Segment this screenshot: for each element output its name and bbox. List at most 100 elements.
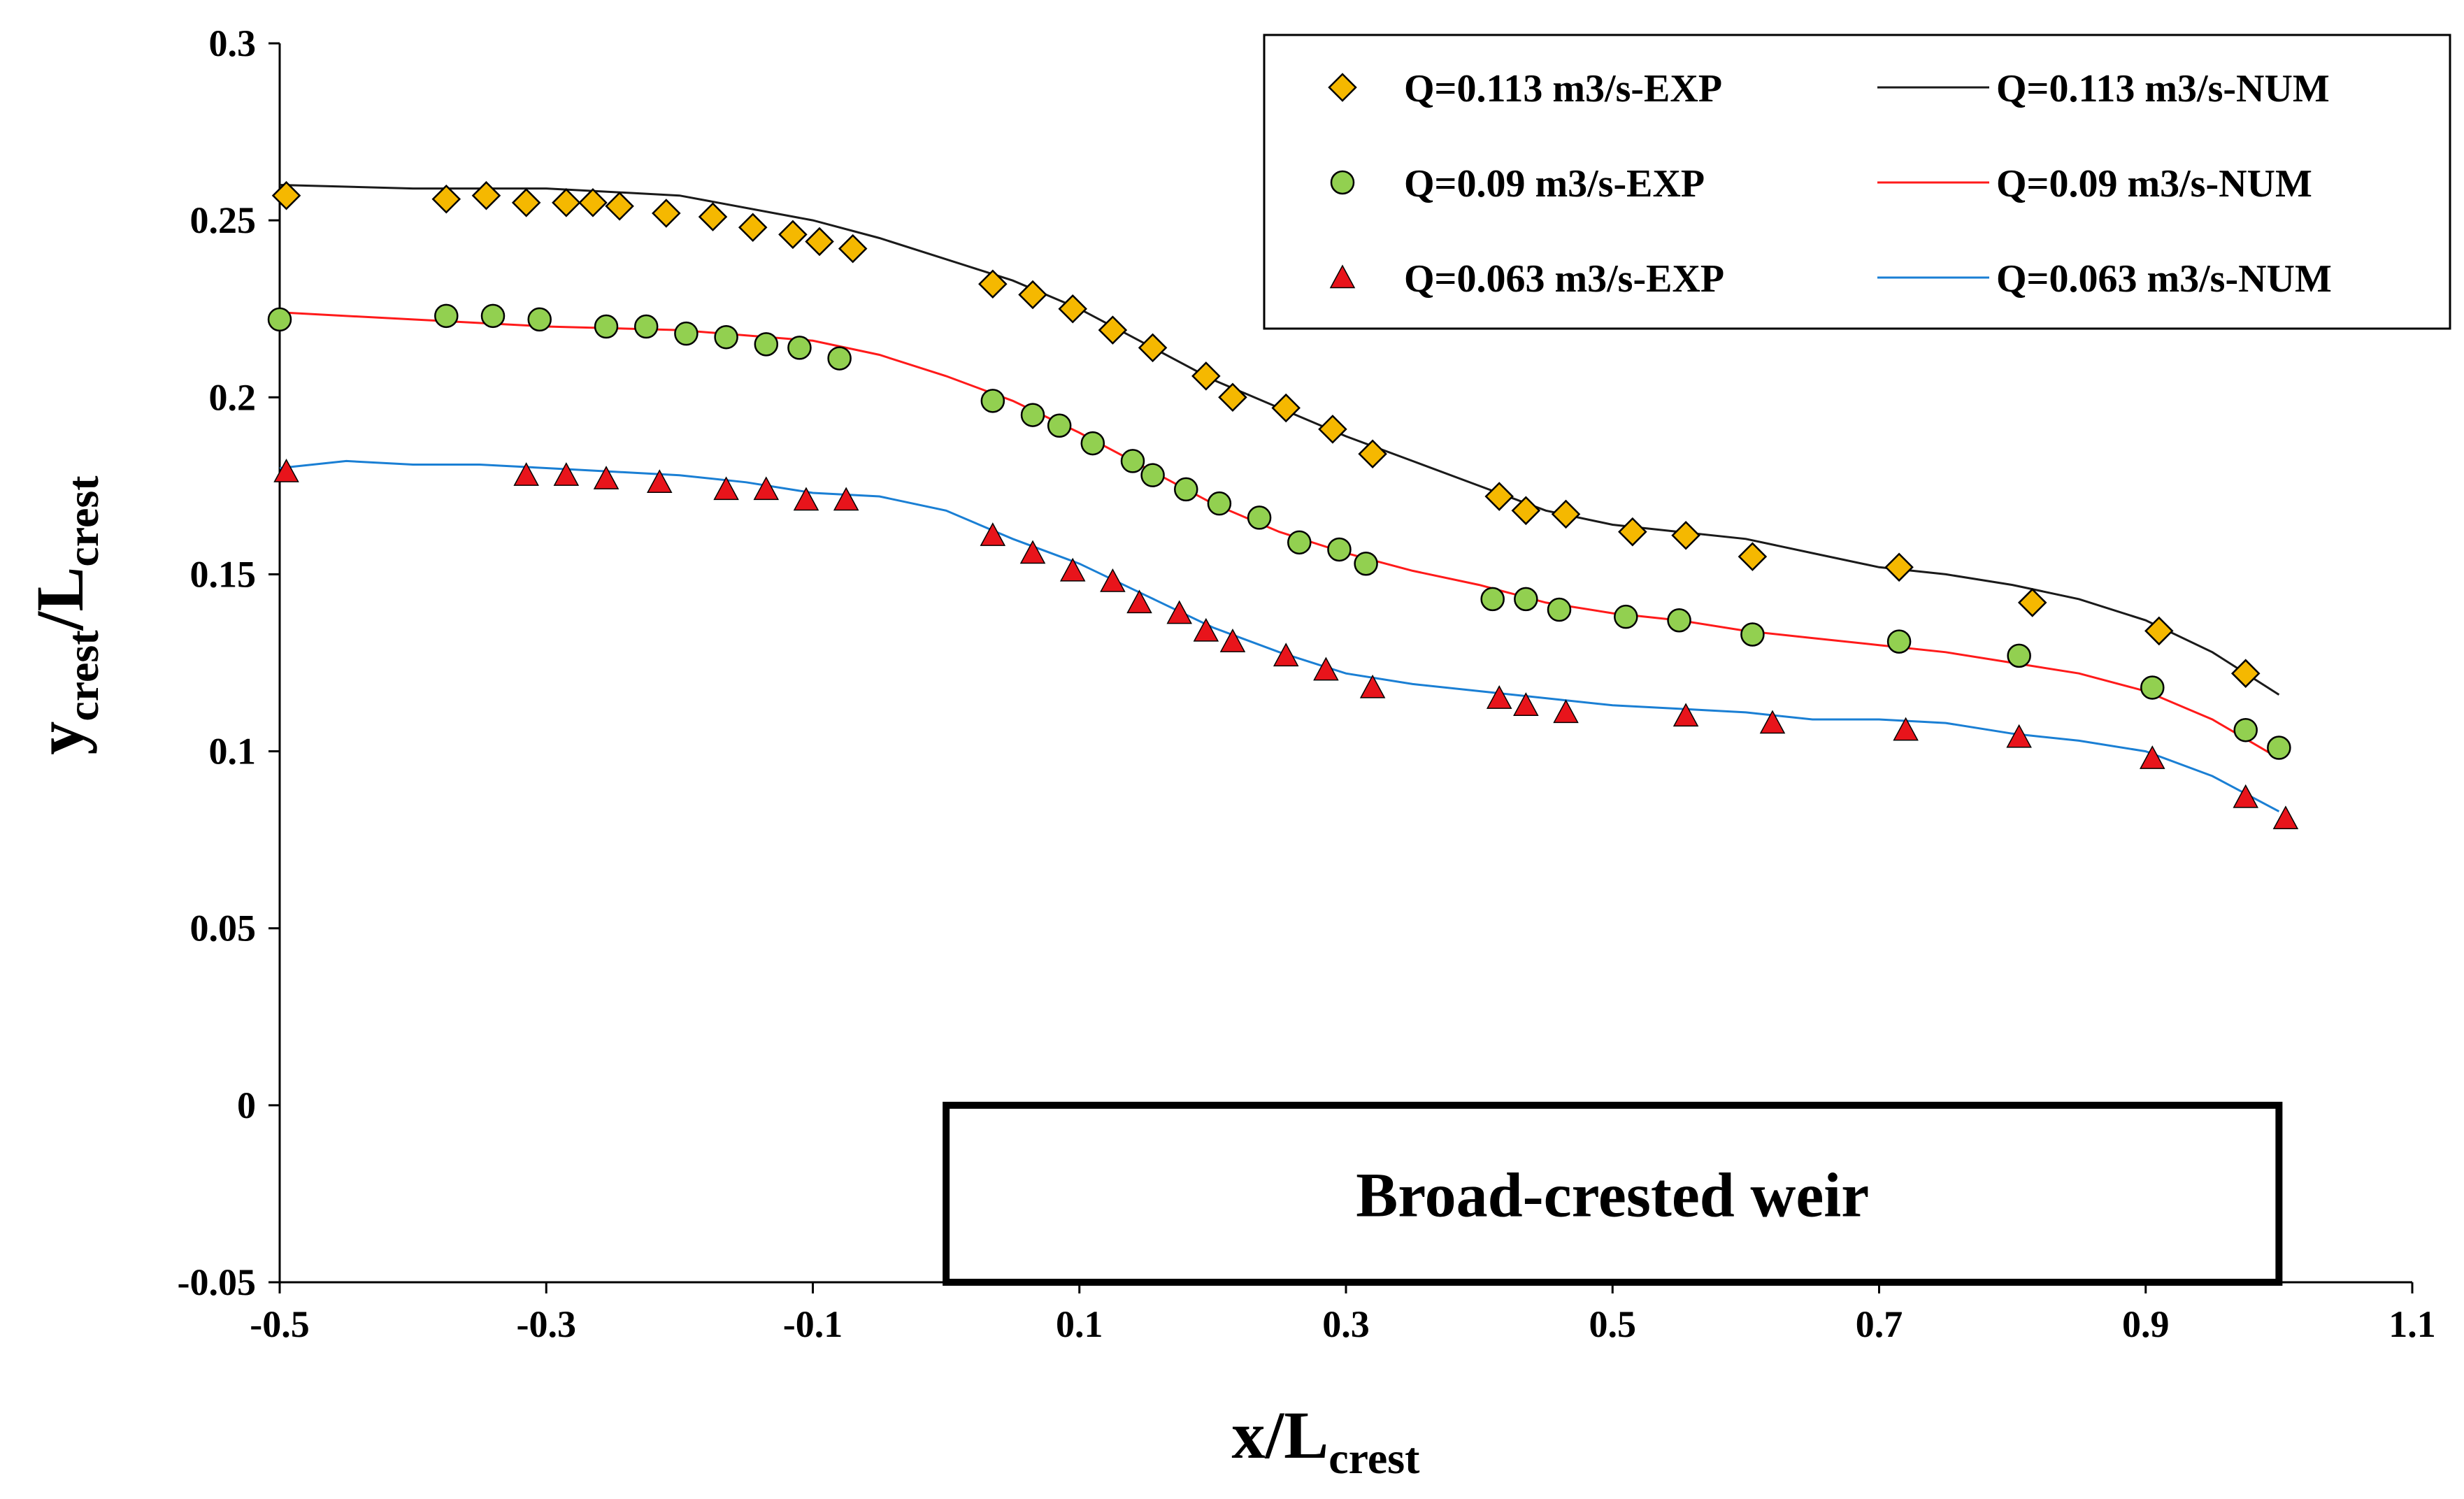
data-point — [1740, 622, 1765, 647]
y-axis-title: ycrest/Lcrest — [22, 475, 108, 755]
data-point — [793, 487, 819, 511]
data-point — [593, 466, 619, 489]
data-point — [633, 314, 659, 339]
data-point — [1080, 431, 1105, 456]
data-point — [1059, 557, 1086, 582]
data-point — [1511, 496, 1541, 526]
legend-marker — [1330, 170, 1355, 195]
data-point — [1614, 604, 1638, 629]
data-point — [2140, 745, 2165, 769]
data-point — [1174, 477, 1198, 502]
data-point — [1219, 629, 1246, 652]
x-tick-label: -0.3 — [517, 1303, 576, 1345]
x-tick-label: -0.1 — [783, 1303, 843, 1345]
x-tick-label: 0.9 — [2122, 1303, 2170, 1345]
data-point — [1120, 449, 1145, 473]
y-axis-title-mid: /L — [22, 567, 97, 631]
y-axis-title-sub2: crest — [58, 475, 108, 567]
data-point — [978, 269, 1008, 299]
x-tick-label: 0.1 — [1056, 1303, 1103, 1345]
data-point — [1547, 597, 1572, 622]
data-point — [513, 462, 539, 486]
data-point — [1884, 552, 1914, 582]
legend-marker — [1329, 264, 1356, 289]
data-point — [2007, 643, 2031, 668]
y-tick-label: 0.1 — [209, 731, 257, 773]
data-point — [1207, 491, 1232, 516]
x-tick-label: 1.1 — [2388, 1303, 2436, 1345]
data-point — [273, 459, 299, 482]
legend-box — [1263, 34, 2451, 330]
data-point — [980, 389, 1005, 413]
data-point — [778, 220, 808, 250]
data-point — [1671, 520, 1700, 550]
data-point — [1618, 517, 1647, 547]
data-point — [1247, 505, 1272, 530]
series-points-q-0-113-m3-s-exp — [271, 180, 2261, 688]
series-line-q-0-09-m3-s-num — [279, 311, 2280, 759]
data-point — [527, 307, 552, 332]
data-point — [480, 303, 506, 329]
legend-label: Q=0.063 m3/s-EXP — [1404, 257, 1724, 301]
data-point — [552, 188, 581, 217]
data-point — [1514, 587, 1538, 612]
data-point — [1358, 439, 1387, 469]
x-tick-label: -0.5 — [250, 1303, 309, 1345]
data-point — [833, 487, 859, 511]
y-tick-label: 0 — [237, 1084, 256, 1126]
data-point — [1893, 717, 1919, 741]
data-point — [1359, 674, 1386, 698]
data-point — [1886, 629, 1912, 654]
data-point — [1738, 542, 1768, 571]
data-point — [838, 234, 868, 264]
data-point — [471, 180, 501, 210]
weir-label: Broad-crested weir — [1356, 1161, 1869, 1230]
x-tick-label: 0.7 — [1856, 1303, 1903, 1345]
data-point — [431, 184, 461, 214]
data-point — [1193, 617, 1219, 642]
data-point — [1313, 657, 1339, 681]
data-point — [2272, 805, 2299, 829]
data-point — [1273, 643, 1299, 667]
x-tick-label: 0.5 — [1589, 1303, 1637, 1345]
data-point — [2267, 736, 2291, 760]
data-point — [1271, 393, 1301, 423]
data-point — [698, 202, 728, 231]
series-points-q-0-063-m3-s-exp — [273, 459, 2299, 829]
data-point — [1513, 692, 1539, 716]
data-point — [647, 469, 673, 493]
data-point — [1058, 294, 1087, 324]
data-point — [1759, 710, 1786, 734]
y-axis-title-main: y — [22, 722, 97, 755]
data-point — [787, 336, 812, 360]
x-axis-title: x/Lcrest — [1232, 1398, 1421, 1483]
data-point — [1484, 482, 1514, 511]
data-point — [1667, 608, 1691, 633]
data-point — [2230, 659, 2261, 688]
y-tick-label: 0.15 — [190, 553, 257, 595]
data-point — [1191, 361, 1221, 391]
x-axis-title-main: x/L — [1232, 1398, 1329, 1472]
data-point — [713, 476, 739, 501]
data-point — [1098, 315, 1128, 345]
data-point — [594, 314, 619, 339]
y-tick-label: 0.25 — [190, 199, 257, 241]
legend-label: Q=0.063 m3/s-NUM — [1996, 257, 2332, 301]
data-point — [2006, 724, 2032, 748]
data-point — [1318, 415, 1347, 444]
data-point — [1480, 587, 1505, 612]
data-point — [980, 522, 1006, 546]
legend-marker — [1328, 73, 1357, 102]
data-point — [2233, 784, 2258, 808]
data-point — [1486, 685, 1512, 709]
legend-label: Q=0.113 m3/s-NUM — [1996, 67, 2330, 110]
data-point — [1138, 333, 1168, 363]
data-point — [1218, 382, 1247, 413]
data-point — [738, 213, 768, 243]
data-point — [754, 332, 779, 357]
data-point — [1126, 589, 1152, 614]
data-point — [2017, 588, 2047, 617]
data-point — [827, 346, 852, 371]
